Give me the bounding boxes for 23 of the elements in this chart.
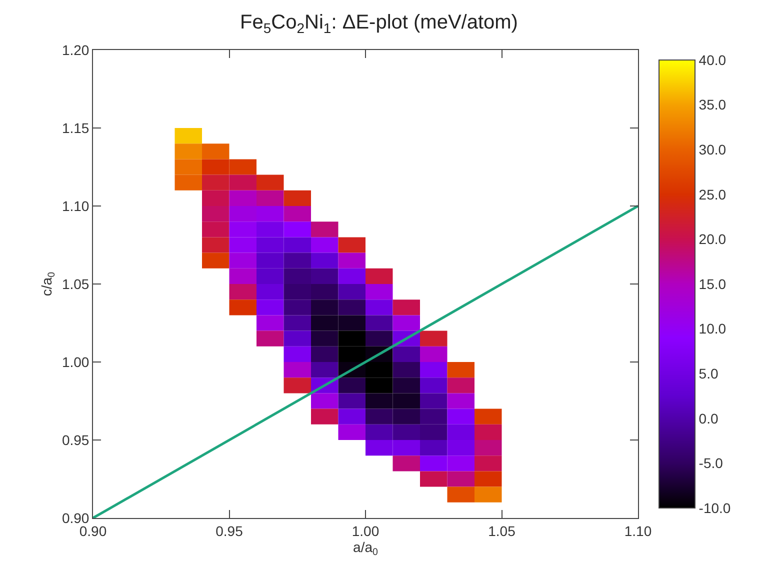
color-bar-label: 40.0 [698,52,726,68]
x-tick-label: 0.95 [216,522,244,539]
y-tick-label: 1.20 [62,42,90,58]
x-axis-title: a/a$_{0}$ [353,539,379,558]
y-tick-label: 0.95 [62,432,90,448]
x-tick-label: 1.10 [624,522,652,539]
color-bar-label: -10.0 [698,500,731,516]
color-bar-label: 25.0 [698,186,726,202]
color-bar-label: 0.0 [698,410,718,426]
color-bar-label: 10.0 [698,320,726,337]
chart-title: Fe$_{5}$Co$_{2}$Ni$_{1}$: ΔE-plot (meV/atom) [240,12,518,36]
y-tick-label: 1.10 [62,198,90,214]
x-tick-label: 1.05 [488,522,516,539]
color-bar-label: 20.0 [698,231,726,248]
color-bar-label: 5.0 [698,366,718,382]
color-bar-label: 35.0 [698,96,726,113]
y-tick-label: 1.05 [62,276,90,292]
y-tick-label: 1.15 [62,120,90,136]
y-tick-label: 1.00 [62,354,90,370]
color-bar-label: 15.0 [698,276,726,292]
x-tick-label: 1.00 [352,522,380,539]
color-bar-label: -5.0 [698,455,724,472]
color-bar-label: 30.0 [698,142,726,158]
